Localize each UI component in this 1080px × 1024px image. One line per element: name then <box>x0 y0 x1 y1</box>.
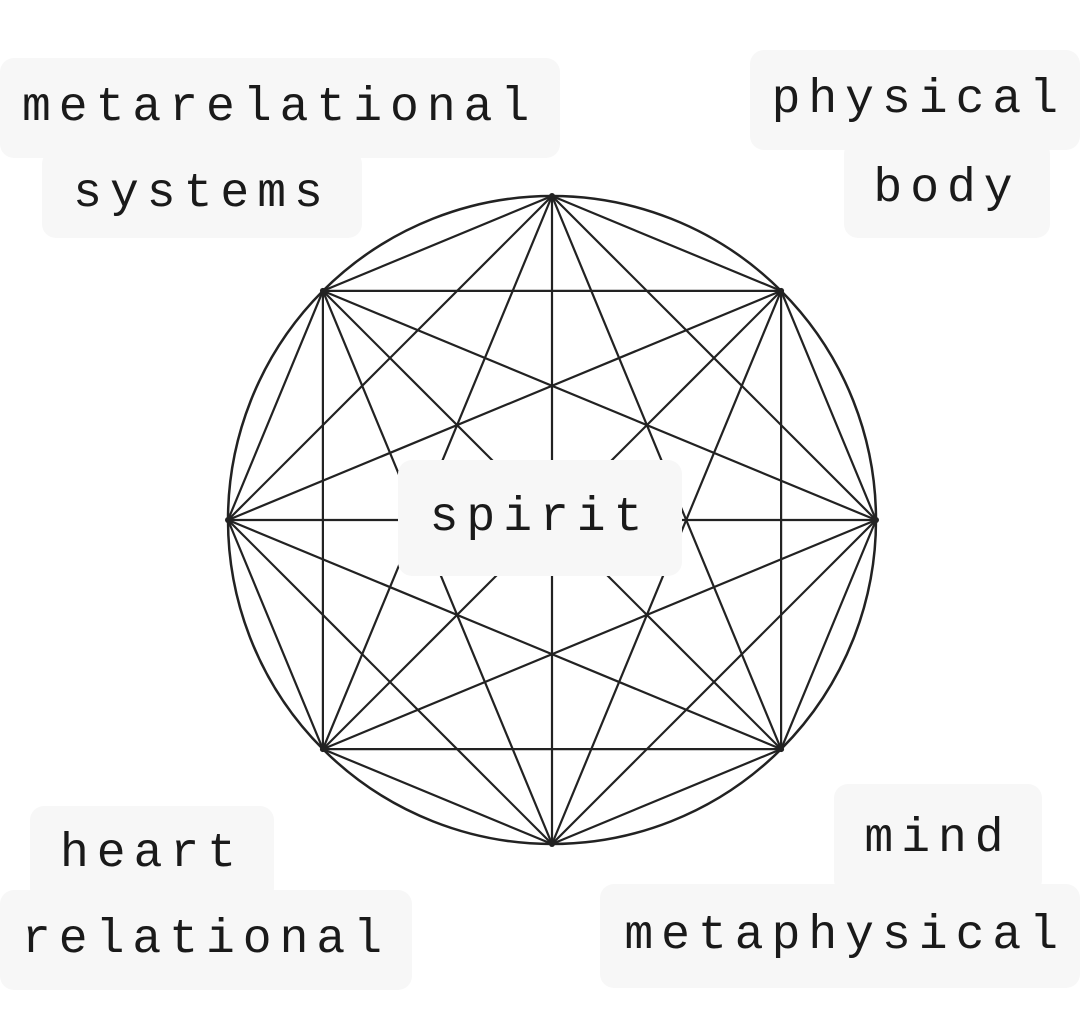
chord-line-5-6 <box>226 519 324 750</box>
label-metaphysical: metaphysical <box>624 909 1066 963</box>
chord-line-3-4 <box>551 748 782 846</box>
chord-line-6-7 <box>226 290 324 521</box>
label-spirit-bg: spirit <box>398 460 682 576</box>
label-mind-bg: mind <box>834 784 1042 894</box>
chord-line-4-5 <box>322 748 553 846</box>
label-body: body <box>873 162 1021 216</box>
label-physical-bg: physical <box>750 50 1080 150</box>
vertex-dot-2 <box>873 517 879 523</box>
vertex-dot-4 <box>549 841 555 847</box>
chord-line-4-6 <box>227 519 553 845</box>
chord-line-0-7 <box>322 194 553 292</box>
label-metarelational: metarelational <box>22 81 538 135</box>
vertex-dot-1 <box>778 287 785 294</box>
label-systems-bg: systems <box>42 150 362 238</box>
label-mind: mind <box>864 812 1012 866</box>
label-spirit: spirit <box>429 491 651 545</box>
chord-line-2-5 <box>322 518 877 751</box>
label-metarelational-bg: metarelational <box>0 58 560 158</box>
chord-line-1-2 <box>780 290 878 521</box>
vertex-dot-3 <box>778 746 785 753</box>
label-heart: heart <box>59 827 245 881</box>
vertex-dot-5 <box>319 746 326 753</box>
chord-line-0-1 <box>551 194 782 292</box>
label-relational-bg: relational <box>0 890 412 990</box>
chord-line-1-6 <box>227 289 782 522</box>
label-relational: relational <box>21 913 391 967</box>
vertex-dot-7 <box>319 287 326 294</box>
vertex-dot-6 <box>225 517 231 523</box>
label-systems: systems <box>73 167 331 221</box>
chord-line-2-3 <box>780 519 878 750</box>
vertex-dot-0 <box>549 193 555 199</box>
label-heart-bg: heart <box>30 806 274 902</box>
label-physical: physical <box>771 73 1066 127</box>
chord-line-2-7 <box>322 289 877 522</box>
chord-line-3-6 <box>227 518 782 751</box>
label-metaphysical-bg: metaphysical <box>600 884 1080 988</box>
label-body-bg: body <box>844 140 1050 238</box>
